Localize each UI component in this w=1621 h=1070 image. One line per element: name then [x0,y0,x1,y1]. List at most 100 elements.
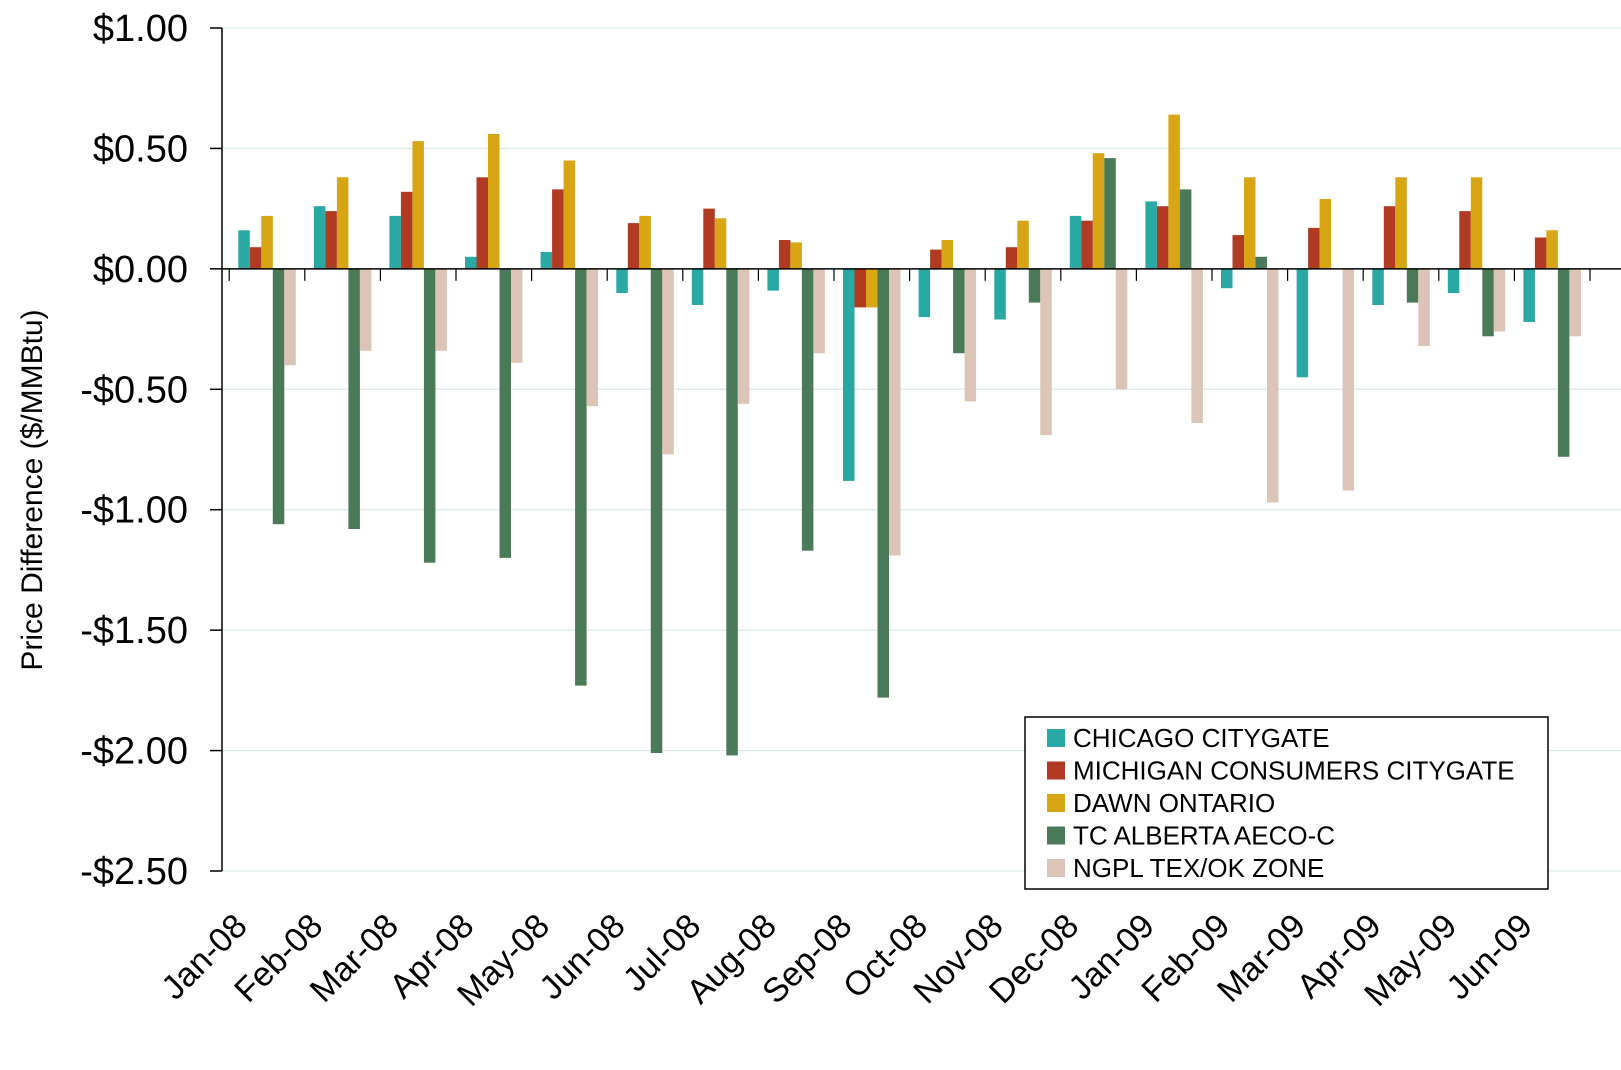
bar-michigan-consumers-citygate-mar-08 [400,191,413,269]
bar-tc-alberta-aeco-c-aug-08 [801,268,814,551]
bar-michigan-consumers-citygate-jan-09 [1156,206,1169,269]
bar-chicago-citygate-apr-09 [1372,268,1384,305]
bar-dawn-ontario-feb-09 [1244,177,1256,269]
bar-chicago-citygate-oct-08 [918,268,931,318]
bar-tc-alberta-aeco-c-jun-08 [650,268,663,753]
bar-ngpl-tex-ok-zone-may-08 [586,268,599,407]
bar-tc-alberta-aeco-c-feb-08 [348,268,360,529]
legend-box [1024,716,1549,890]
bar-dawn-ontario-nov-08 [1017,220,1029,269]
legend-label: NGPL TEX/OK ZONE [1073,853,1324,883]
bar-chicago-citygate-mar-09 [1296,268,1309,378]
bar-ngpl-tex-ok-zone-jan-09 [1191,268,1203,423]
legend-swatch [1047,729,1065,747]
bar-chicago-citygate-may-08 [540,252,553,269]
y-tick-label: $1.00 [93,8,188,50]
bar-ngpl-tex-ok-zone-dec-08 [1115,268,1128,390]
y-tick-label: $0.50 [93,128,188,170]
bar-tc-alberta-aeco-c-apr-09 [1406,268,1419,303]
x-tick-label: Jun-09 [1439,907,1539,1007]
bar-dawn-ontario-jan-09 [1168,114,1180,269]
bar-dawn-ontario-jun-08 [639,215,651,269]
y-axis-label: Price Difference ($/MMBtu) [16,309,49,670]
bar-chicago-citygate-aug-08 [767,268,779,291]
bar-dawn-ontario-jan-08 [261,215,273,269]
legend-swatch [1047,761,1065,780]
bar-michigan-consumers-citygate-oct-08 [930,249,942,269]
legend-swatch [1047,826,1065,845]
bar-ngpl-tex-ok-zone-jul-08 [737,268,750,404]
bar-ngpl-tex-ok-zone-feb-08 [359,268,372,351]
legend-swatch [1047,794,1065,812]
y-tick-labels: $1.00 $0.50 $0.00 -$0.50 -$1.00 -$1.50 -$2.00 -… [80,8,188,893]
bar-ngpl-tex-ok-zone-apr-08 [511,268,523,363]
axes [210,27,1621,872]
bar-tc-alberta-aeco-c-apr-08 [499,268,511,558]
bar-michigan-consumers-citygate-mar-09 [1308,227,1320,269]
bar-michigan-consumers-citygate-jan-08 [249,247,262,269]
bar-chicago-citygate-jun-08 [616,268,628,293]
bar-dawn-ontario-mar-09 [1319,199,1332,269]
legend-label: TC ALBERTA AECO-C [1073,821,1335,851]
bar-michigan-consumers-citygate-apr-09 [1383,206,1396,269]
bar-tc-alberta-aeco-c-mar-08 [423,268,436,563]
bar-tc-alberta-aeco-c-sep-08 [877,268,889,698]
y-tick-label: -$2.50 [80,851,188,893]
bars [238,114,1581,756]
bar-ngpl-tex-ok-zone-aug-08 [813,268,825,354]
bar-tc-alberta-aeco-c-jan-09 [1179,189,1192,269]
y-tick-label: -$1.00 [80,490,188,532]
y-tick-label: -$1.50 [80,610,188,652]
bar-dawn-ontario-dec-08 [1092,153,1105,269]
bar-tc-alberta-aeco-c-feb-09 [1255,256,1267,269]
x-tick-label: Jun-08 [532,907,632,1007]
bar-tc-alberta-aeco-c-dec-08 [1104,158,1116,269]
bar-ngpl-tex-ok-zone-jan-08 [284,268,296,366]
bar-chicago-citygate-jun-09 [1523,268,1535,322]
bar-tc-alberta-aeco-c-nov-08 [1028,268,1041,303]
bar-dawn-ontario-may-09 [1470,177,1483,269]
bar-dawn-ontario-apr-08 [488,134,500,269]
bar-dawn-ontario-oct-08 [941,240,954,269]
x-tick-labels: Jan-08Feb-08Mar-08Apr-08May-08Jun-08Jul-… [154,907,1540,1014]
bar-michigan-consumers-citygate-jun-08 [627,223,640,269]
bar-dawn-ontario-feb-08 [336,177,349,269]
bar-chicago-citygate-may-09 [1447,268,1460,293]
bar-tc-alberta-aeco-c-jul-08 [726,268,738,756]
bar-dawn-ontario-mar-08 [412,141,424,269]
bar-ngpl-tex-ok-zone-mar-09 [1342,268,1355,491]
bar-chicago-citygate-sep-08 [843,268,855,481]
bar-ngpl-tex-ok-zone-oct-08 [964,268,977,402]
bar-dawn-ontario-may-08 [563,160,576,269]
bar-ngpl-tex-ok-zone-feb-09 [1267,268,1279,503]
legend-label: CHICAGO CITYGATE [1073,723,1330,753]
bar-dawn-ontario-aug-08 [790,242,802,269]
bar-dawn-ontario-jul-08 [714,218,727,269]
bar-ngpl-tex-ok-zone-jun-09 [1569,268,1581,337]
bar-dawn-ontario-apr-09 [1395,177,1407,269]
bar-chicago-citygate-jan-09 [1145,201,1157,269]
bar-dawn-ontario-sep-08 [866,268,878,308]
bar-tc-alberta-aeco-c-may-09 [1482,268,1494,337]
bar-chicago-citygate-feb-08 [313,206,326,269]
bar-chicago-citygate-feb-09 [1221,268,1233,289]
bar-michigan-consumers-citygate-feb-08 [325,211,337,269]
y-tick-label: -$2.00 [80,731,188,773]
bar-dawn-ontario-jun-09 [1546,230,1558,269]
bar-ngpl-tex-ok-zone-nov-08 [1040,268,1052,436]
y-tick-label: $0.00 [93,249,188,291]
bar-ngpl-tex-ok-zone-sep-08 [889,268,901,556]
bar-chicago-citygate-apr-08 [465,256,477,269]
bar-michigan-consumers-citygate-jul-08 [703,208,715,269]
bar-ngpl-tex-ok-zone-mar-08 [435,268,447,351]
bar-chicago-citygate-dec-08 [1069,215,1082,269]
bar-michigan-consumers-citygate-dec-08 [1081,220,1093,269]
legend-label: DAWN ONTARIO [1073,788,1275,818]
bar-tc-alberta-aeco-c-jan-08 [272,268,285,525]
bar-chicago-citygate-jan-08 [238,230,250,269]
bar-michigan-consumers-citygate-sep-08 [854,268,866,308]
bar-ngpl-tex-ok-zone-may-09 [1493,268,1506,332]
bar-michigan-consumers-citygate-may-08 [552,189,564,269]
legend-swatch [1047,859,1065,877]
